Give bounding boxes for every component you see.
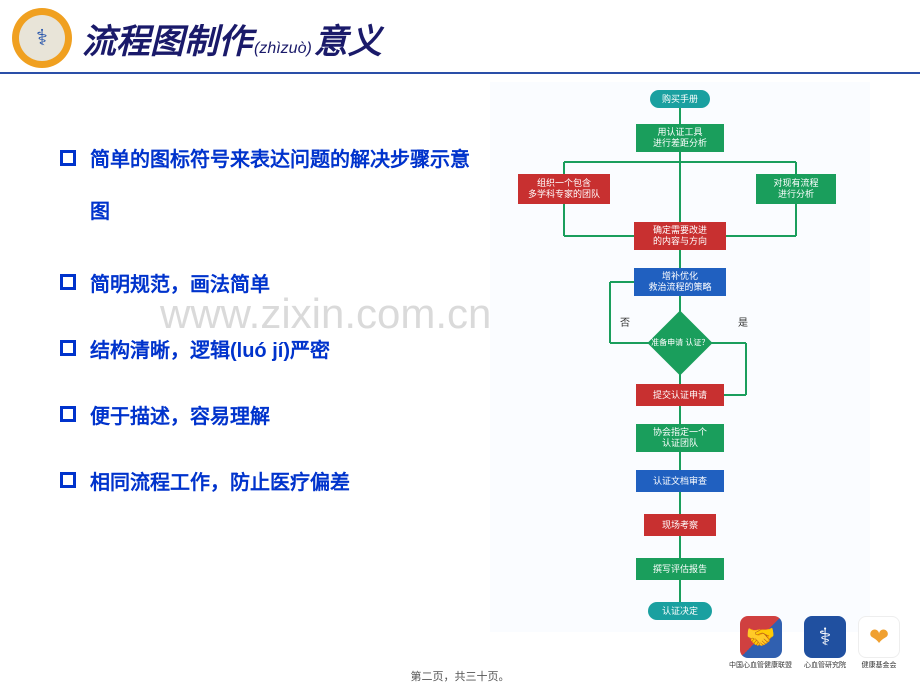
heart-icon: ❤ xyxy=(858,616,900,658)
flow-node: 组织一个包含 多学科专家的团队 xyxy=(518,174,610,204)
slide-content: 简单的图标符号来表达问题的解决步骤示意图 简明规范，画法简单 结构清晰，逻辑(l… xyxy=(0,74,920,634)
bullet-item: 便于描述，容易理解 xyxy=(60,398,480,436)
bullet-text: 相同流程工作，防止医疗偏差 xyxy=(90,464,350,502)
flow-edge-label: 是 xyxy=(738,314,748,329)
handshake-icon: 🤝 xyxy=(740,616,782,658)
bullet-item: 相同流程工作，防止医疗偏差 xyxy=(60,464,480,502)
flow-node: 对现有流程 进行分析 xyxy=(756,174,836,204)
flowchart: 购买手册用认证工具 进行差距分析组织一个包含 多学科专家的团队 对现有流程 进行分… xyxy=(490,82,870,632)
flow-edge-label: 否 xyxy=(620,314,630,329)
flow-node: 撰写评估报告 xyxy=(636,558,724,580)
title-right: 意义 xyxy=(314,14,382,63)
bullet-marker-icon xyxy=(60,406,76,422)
footer-logo: 🤝 中国心血管健康联盟 xyxy=(729,616,792,670)
flow-node: 增补优化 救治流程的策略 xyxy=(634,268,726,296)
flow-node: 现场考察 xyxy=(644,514,716,536)
bullet-marker-icon xyxy=(60,340,76,356)
bullet-item: 简单的图标符号来表达问题的解决步骤示意图 xyxy=(60,134,480,238)
flow-node: 用认证工具 进行差距分析 xyxy=(636,124,724,152)
flow-node: 购买手册 xyxy=(650,90,710,108)
flow-node: 认证文档审查 xyxy=(636,470,724,492)
footer-logo: ❤ 健康基金会 xyxy=(858,616,900,670)
flow-node: 准备申请 认证？ xyxy=(647,310,712,375)
bullet-text: 简单的图标符号来表达问题的解决步骤示意图 xyxy=(90,134,480,238)
bullet-list: 简单的图标符号来表达问题的解决步骤示意图 简明规范，画法简单 结构清晰，逻辑(l… xyxy=(0,74,480,634)
bullet-marker-icon xyxy=(60,274,76,290)
bullet-item: 简明规范，画法简单 xyxy=(60,266,480,304)
bullet-item: 结构清晰，逻辑(luó jí)严密 xyxy=(60,332,480,370)
slide-header: ⚕ 流程图制作 (zhìzuò) 意义 xyxy=(0,0,920,74)
flowchart-panel: 购买手册用认证工具 进行差距分析组织一个包含 多学科专家的团队 对现有流程 进行分… xyxy=(480,74,900,634)
bullet-text: 简明规范，画法简单 xyxy=(90,266,270,304)
flow-node: 协会指定一个 认证团队 xyxy=(636,424,724,452)
bullet-text: 结构清晰，逻辑(luó jí)严密 xyxy=(90,332,330,370)
flow-node: 提交认证申请 xyxy=(636,384,724,406)
flow-node: 认证决定 xyxy=(648,602,712,620)
bullet-text: 便于描述，容易理解 xyxy=(90,398,270,436)
footer-logos: 🤝 中国心血管健康联盟 ⚕ 心血管研究院 ❤ 健康基金会 xyxy=(729,616,900,670)
footer-logo: ⚕ 心血管研究院 xyxy=(804,616,846,670)
header-logo: ⚕ xyxy=(12,8,72,68)
title-pinyin: (zhìzuò) xyxy=(254,40,312,58)
title-left: 流程图制作 xyxy=(82,14,252,63)
caduceus-icon: ⚕ xyxy=(19,15,65,61)
flow-node: 确定需要改进 的内容与方向 xyxy=(634,222,726,250)
slide-title: 流程图制作 (zhìzuò) 意义 xyxy=(82,14,382,63)
bullet-marker-icon xyxy=(60,150,76,166)
medical-icon: ⚕ xyxy=(804,616,846,658)
bullet-marker-icon xyxy=(60,472,76,488)
page-footer: 第二页，共三十页。 xyxy=(0,668,920,684)
